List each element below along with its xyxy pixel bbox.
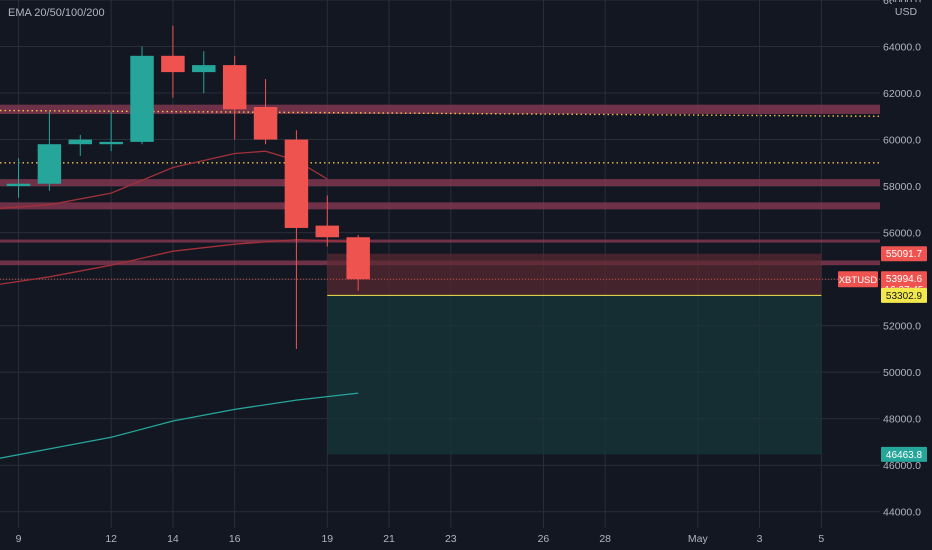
- y-axis-tick-label: 62000.0: [883, 88, 921, 100]
- candle-bearish[interactable]: [315, 225, 340, 238]
- symbol-tag[interactable]: XBTUSD: [839, 275, 878, 286]
- x-axis-tick-label: 9: [16, 533, 22, 545]
- currency-label: USD: [895, 6, 918, 18]
- x-axis-tick-label: 12: [105, 533, 117, 545]
- price-label-background: [881, 446, 927, 462]
- y-axis-tick-label: 64000.0: [883, 42, 921, 54]
- candle-bullish[interactable]: [68, 139, 93, 145]
- y-axis-tick-label: 52000.0: [883, 321, 921, 333]
- resistance-zone: [0, 179, 880, 187]
- take-profit-zone[interactable]: [327, 295, 822, 455]
- candle-bullish[interactable]: [37, 144, 62, 184]
- resistance-zone: [0, 239, 880, 243]
- x-axis-tick-label: 19: [321, 533, 333, 545]
- symbol-tag-background: [838, 271, 878, 288]
- stop-loss-zone[interactable]: [327, 253, 822, 296]
- indicator-legend[interactable]: EMA 20/50/100/200: [8, 7, 105, 19]
- x-axis-tick-label: 21: [383, 533, 395, 545]
- candle-bearish[interactable]: [161, 55, 185, 73]
- price-label: 53994.6: [886, 274, 923, 285]
- x-axis-tick-label: 3: [757, 533, 763, 545]
- y-axis-tick-label: 48000.0: [883, 414, 921, 426]
- x-axis-tick-label: May: [688, 533, 709, 545]
- price-label: 46463.8: [886, 450, 923, 461]
- x-axis-tick-label: 26: [538, 533, 550, 545]
- x-axis-tick-label: 14: [167, 533, 179, 545]
- y-axis-tick-label: 46000.0: [883, 460, 921, 472]
- price-label-background: [881, 246, 927, 262]
- resistance-zone: [0, 104, 880, 114]
- candle-bearish[interactable]: [222, 65, 247, 110]
- price-label: 53302.9: [886, 291, 923, 302]
- x-axis-tick-label: 5: [818, 533, 824, 545]
- y-axis-tick-label: 50000.0: [883, 367, 921, 379]
- candle-bearish[interactable]: [284, 139, 309, 228]
- ema-line-teal: [0, 392, 359, 459]
- x-axis-tick-label: 23: [445, 533, 457, 545]
- candle-bearish[interactable]: [253, 106, 278, 140]
- candle-bullish[interactable]: [6, 183, 31, 187]
- y-axis-tick-label: 56000.0: [883, 228, 921, 240]
- candle-bullish[interactable]: [99, 141, 123, 145]
- price-label: 55091.7: [886, 249, 923, 260]
- resistance-zone: [0, 202, 880, 210]
- candle-bearish[interactable]: [346, 237, 370, 280]
- y-axis-tick-label: 44000.0: [883, 507, 921, 519]
- y-axis-tick-label: 60000.0: [883, 135, 921, 147]
- x-axis-tick-label: 28: [599, 533, 611, 545]
- x-axis-tick-label: 16: [229, 533, 241, 545]
- price-label-background: [881, 287, 927, 303]
- y-axis-tick-label: 58000.0: [883, 181, 921, 193]
- candle-bullish[interactable]: [192, 65, 216, 73]
- currency-box: [892, 2, 920, 20]
- candle-bullish[interactable]: [130, 55, 154, 142]
